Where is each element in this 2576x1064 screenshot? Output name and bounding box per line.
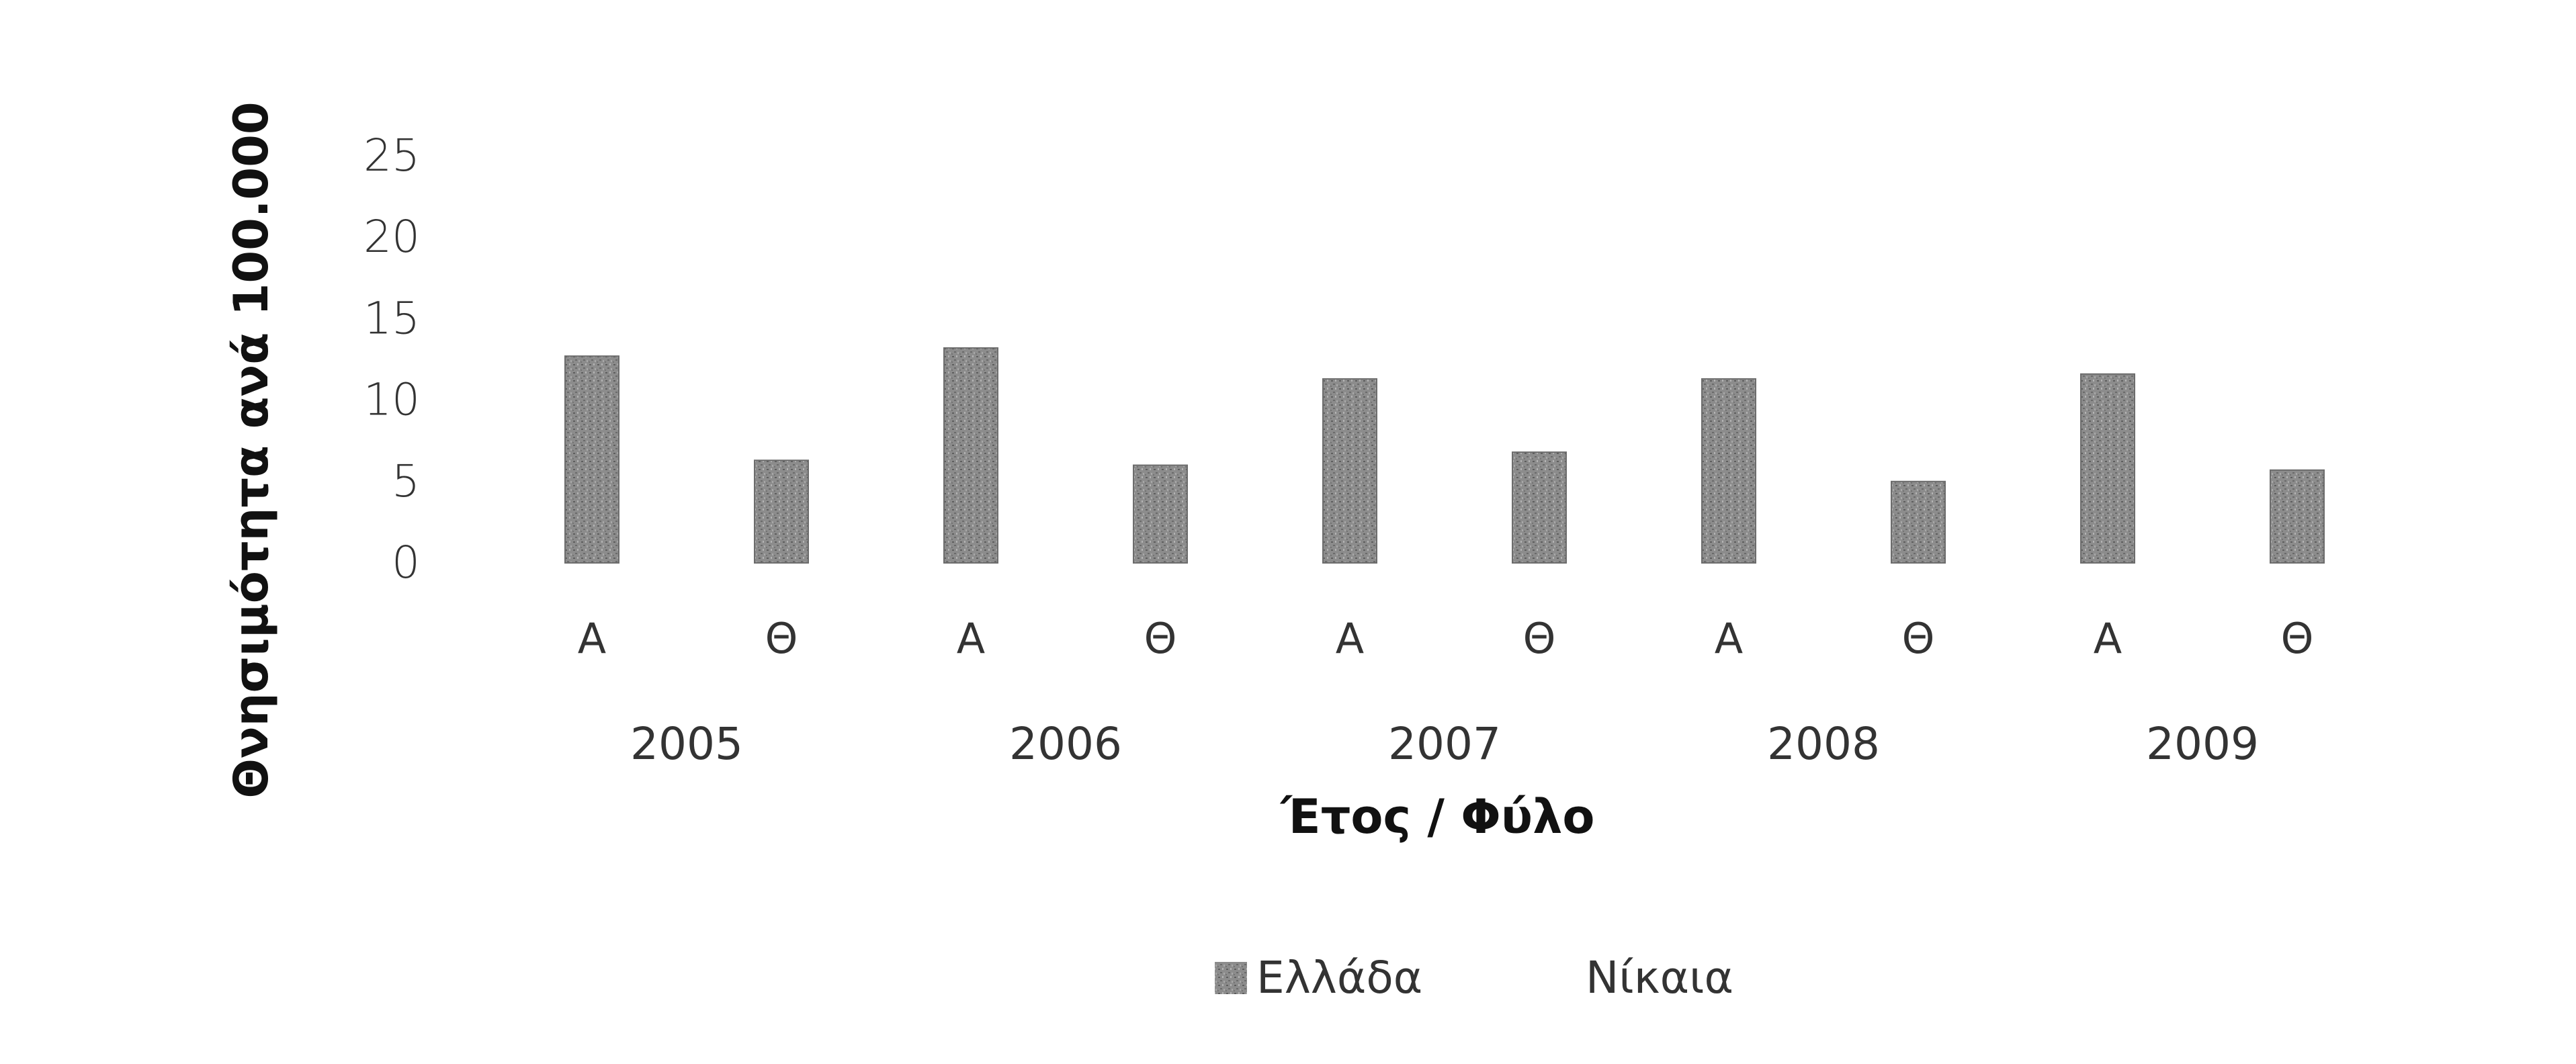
y-tick-label: 5 — [392, 455, 420, 507]
x-year-label: 2007 — [1388, 718, 1501, 770]
x-category-label: Α — [1715, 614, 1743, 663]
x-axis-title: Έτος / Φύλο — [1280, 789, 1595, 844]
bar — [2270, 469, 2325, 564]
x-category-label: Α — [957, 614, 985, 663]
x-category-label: Α — [2094, 614, 2122, 663]
x-year-label: 2008 — [1767, 718, 1880, 770]
x-axis-year-labels: 2005 2006 2007 2008 2009 — [630, 718, 2259, 770]
y-tick-label: 20 — [363, 211, 420, 263]
x-category-label: Θ — [765, 614, 798, 663]
x-category-label: Θ — [1523, 614, 1556, 663]
bar — [1133, 464, 1188, 564]
legend: Ελλάδα Νίκαια — [1215, 952, 1733, 1004]
y-tick-label: 10 — [363, 374, 420, 426]
y-tick-label: 15 — [363, 292, 420, 344]
x-category-label: Α — [1336, 614, 1364, 663]
x-category-label: Θ — [1902, 614, 1935, 663]
bar — [564, 355, 619, 564]
bar — [1891, 480, 1946, 564]
x-category-label: Α — [578, 614, 606, 663]
y-tick-label: 25 — [363, 130, 420, 181]
x-category-label: Θ — [2281, 614, 2314, 663]
x-year-label: 2006 — [1009, 718, 1122, 770]
x-year-label: 2005 — [630, 718, 743, 770]
legend-swatch-ellada — [1215, 962, 1247, 994]
bar — [2080, 373, 2135, 564]
bar — [1512, 451, 1567, 564]
bar — [1322, 378, 1377, 564]
y-axis-ticks: 0 5 10 15 20 25 — [363, 130, 420, 588]
bar — [754, 459, 809, 564]
x-year-label: 2009 — [2146, 718, 2259, 770]
bar — [1701, 378, 1756, 564]
bar-series-ellada — [564, 347, 2325, 564]
y-axis-title: Θνησιμότητα ανά 100.000 — [224, 101, 279, 798]
y-tick-label: 0 — [392, 537, 420, 588]
bar — [943, 347, 998, 564]
legend-label-nikaia: Νίκαια — [1586, 952, 1733, 1004]
x-category-label: Θ — [1144, 614, 1177, 663]
legend-label-ellada: Ελλάδα — [1256, 952, 1422, 1004]
